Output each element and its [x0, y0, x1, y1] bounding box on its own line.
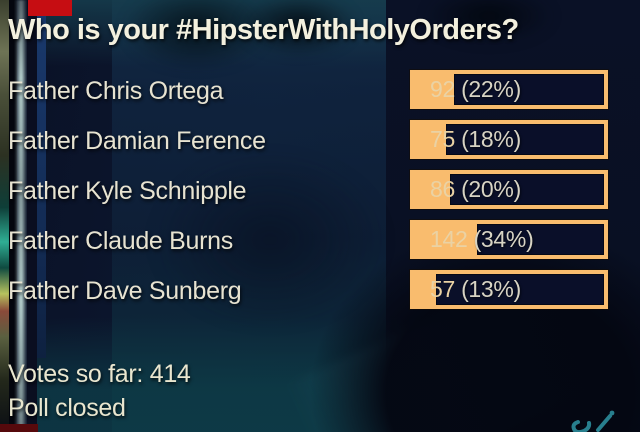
result-bar: 75 (18%)	[410, 120, 608, 159]
result-bar: 57 (13%)	[410, 270, 608, 309]
option-label: Father Claude Burns	[8, 227, 233, 255]
vote-percent: (22%)	[461, 75, 521, 102]
vote-count: 142	[430, 225, 468, 252]
vote-percent: (20%)	[461, 175, 521, 202]
result-bar-label: 75 (18%)	[430, 125, 521, 152]
background-dark-blob	[238, 0, 358, 56]
poll-option-row: Father Dave Sunberg 57 (13%)	[8, 270, 640, 320]
poll-options: Father Chris Ortega 92 (22%) Father Dami…	[8, 70, 640, 320]
filmstrip-blue-stripe	[37, 0, 46, 358]
vote-count: 86	[430, 175, 455, 202]
result-bar: 92 (22%)	[410, 70, 608, 109]
poll-title: Who is your #HipsterWithHolyOrders?	[8, 14, 519, 46]
result-bar-label: 142 (34%)	[430, 225, 534, 252]
filmstrip-black-gap	[9, 0, 17, 432]
vote-percent: (13%)	[461, 275, 521, 302]
votes-total: Votes so far: 414	[8, 360, 191, 388]
result-bar-empty	[446, 124, 604, 155]
poll-option-row: Father Damian Ference 75 (18%)	[8, 120, 640, 170]
result-bar-empty	[454, 74, 604, 105]
option-label: Father Dave Sunberg	[8, 277, 242, 305]
vote-count: 57	[430, 275, 455, 302]
option-label: Father Kyle Schnipple	[8, 177, 247, 205]
red-bottom-strip	[0, 424, 38, 432]
result-bar-label: 92 (22%)	[430, 75, 521, 102]
option-label: Father Damian Ference	[8, 127, 266, 155]
vote-percent: (34%)	[473, 225, 534, 252]
poll-option-row: Father Kyle Schnipple 86 (20%)	[8, 170, 640, 220]
option-label: Father Chris Ortega	[8, 77, 224, 105]
vote-count: 92	[430, 75, 455, 102]
poll-option-row: Father Claude Burns 142 (34%)	[8, 220, 640, 270]
result-bar-empty	[450, 174, 604, 205]
red-corner-mark	[28, 0, 72, 16]
poll-status: Poll closed	[8, 394, 126, 422]
result-bar-empty	[477, 224, 604, 255]
background-dark-blob	[424, 0, 554, 44]
poll-option-row: Father Chris Ortega 92 (22%)	[8, 70, 640, 120]
filmstrip-navy-gap	[27, 0, 37, 432]
result-bar-empty	[436, 274, 604, 305]
filmstrip-olive-edge	[0, 0, 9, 432]
result-bar: 86 (20%)	[410, 170, 608, 209]
watermark-glyph-icon	[564, 394, 628, 432]
vote-percent: (18%)	[461, 125, 521, 152]
filmstrip-glow-shading	[15, 0, 27, 432]
result-bar-label: 86 (20%)	[430, 175, 521, 202]
result-bar-label: 57 (13%)	[430, 275, 521, 302]
vote-count: 75	[430, 125, 455, 152]
result-bar: 142 (34%)	[410, 220, 608, 259]
